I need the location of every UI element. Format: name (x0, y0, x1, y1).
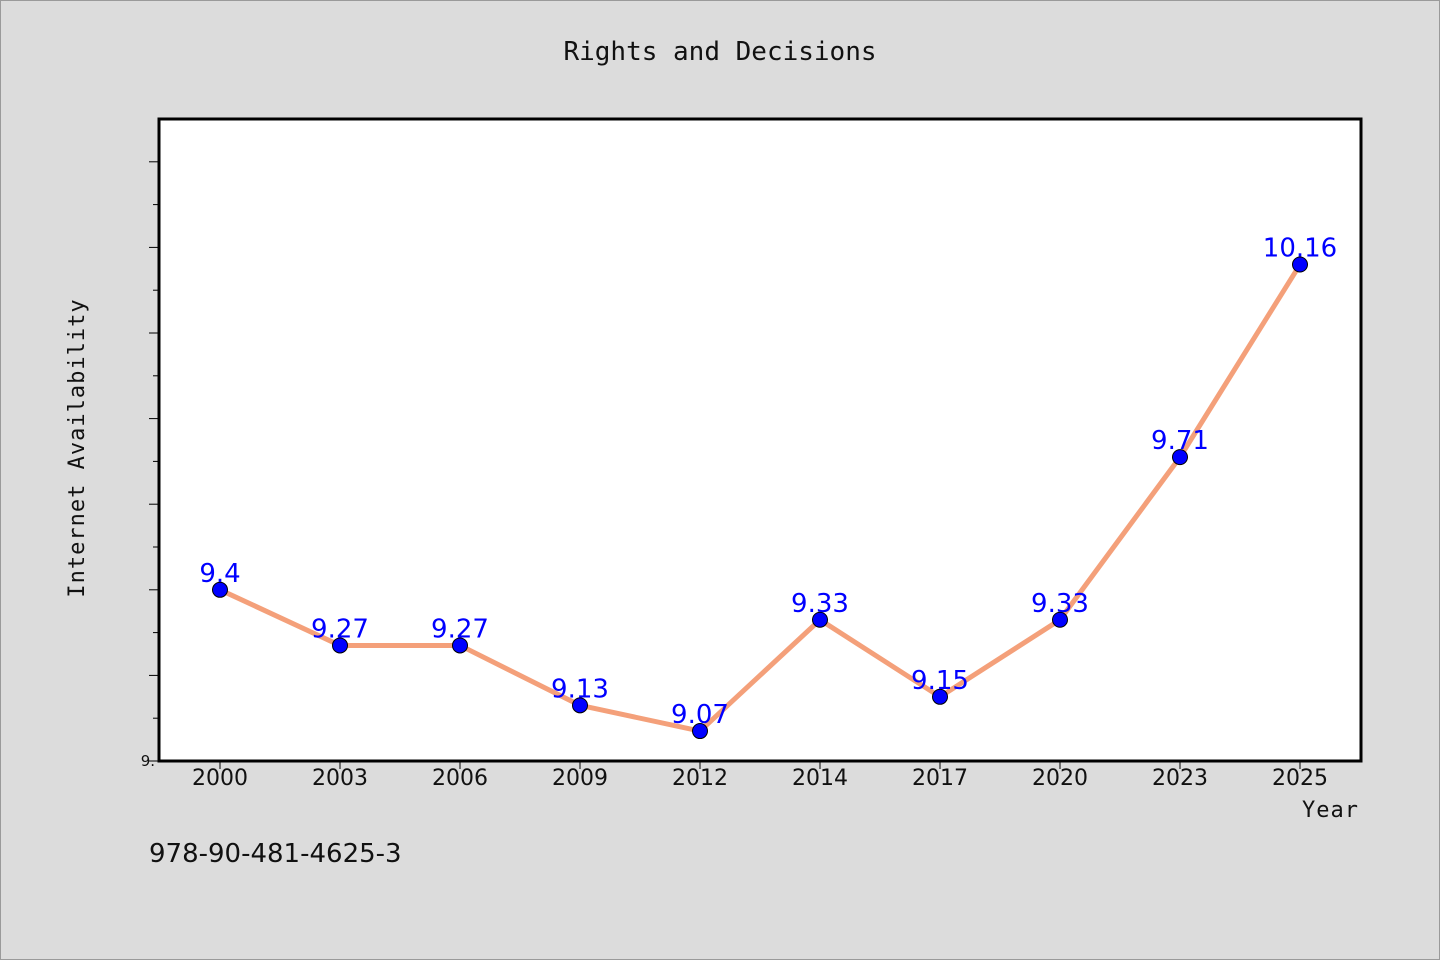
isbn-text: 978-90-481-4625-3 (149, 839, 402, 869)
x-axis-label: Year (1302, 798, 1359, 823)
data-point (452, 637, 468, 654)
series-line (217, 262, 1303, 734)
x-tick-label: 2025 (1272, 766, 1328, 791)
data-point (332, 637, 348, 654)
data-point (932, 688, 948, 705)
chart-title: Rights and Decisions (563, 37, 876, 67)
x-tick-label: 2017 (912, 766, 968, 791)
x-tick-label: 2006 (432, 766, 488, 791)
data-point (212, 581, 228, 598)
data-label: 9.27 (311, 614, 369, 644)
data-point (1292, 256, 1308, 273)
data-label: 9.15 (911, 666, 969, 696)
y-axis-ticks: 9. (141, 161, 159, 770)
data-point (572, 697, 588, 714)
data-point (1172, 449, 1188, 466)
data-label: 9.71 (1151, 426, 1209, 456)
data-label: 9.33 (1031, 589, 1089, 619)
series-layer: 9.4 9.27 9.27 9.13 9.07 9.33 9.15 9.33 9.71 10.16 (199, 234, 1337, 740)
x-tick-label: 2009 (552, 766, 608, 791)
y-axis-label: Internet Availability (65, 298, 90, 597)
x-tick-label: 2000 (192, 766, 248, 791)
data-point (1052, 611, 1068, 628)
data-label: 9.33 (791, 589, 849, 619)
data-label: 9.4 (199, 559, 240, 589)
data-label: 10.16 (1263, 234, 1337, 264)
plot-area (157, 117, 1363, 763)
data-label: 9.27 (431, 614, 489, 644)
y-tick-label: 9. (141, 752, 155, 770)
x-axis-ticks: 2000 2003 2006 2009 2012 2014 2017 2020 2023 2025 (192, 761, 1328, 791)
x-tick-label: 2014 (792, 766, 848, 791)
x-tick-label: 2020 (1032, 766, 1088, 791)
data-label: 9.07 (671, 700, 729, 730)
data-point (812, 611, 828, 628)
data-point (692, 723, 708, 740)
x-tick-label: 2003 (312, 766, 368, 791)
data-label: 9.13 (551, 674, 609, 704)
x-tick-label: 2023 (1152, 766, 1208, 791)
x-tick-label: 2012 (672, 766, 728, 791)
